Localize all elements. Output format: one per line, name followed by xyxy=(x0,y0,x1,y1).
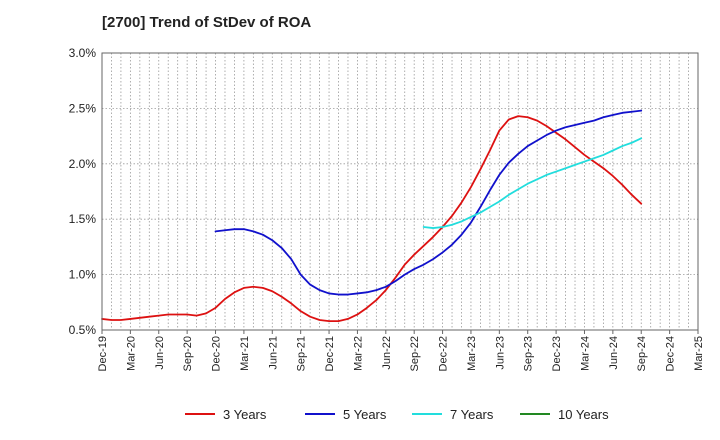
x-tick-label: Mar-20 xyxy=(125,336,137,371)
y-tick-label: 2.5% xyxy=(69,101,97,115)
plot-frame xyxy=(101,52,699,331)
grid-layer xyxy=(102,53,698,330)
legend-label-3-years: 3 Years xyxy=(223,407,267,422)
x-tick-label: Mar-24 xyxy=(579,336,591,371)
x-tick-label: Mar-22 xyxy=(352,336,364,371)
x-tick-label: Mar-25 xyxy=(693,336,705,371)
x-tick-label: Sep-24 xyxy=(636,336,648,371)
y-tick-label: 1.5% xyxy=(69,212,97,226)
x-tick-label: Dec-24 xyxy=(665,336,677,371)
x-tick-label: Mar-23 xyxy=(466,336,478,371)
y-tick-label: 2.0% xyxy=(69,157,97,171)
y-axis: 0.5% 1.0% 1.5% 2.0% 2.5% 3.0% xyxy=(69,46,97,337)
series-line-3-years xyxy=(101,115,643,323)
x-tick-label: Sep-20 xyxy=(182,336,194,371)
series-layer xyxy=(101,109,643,323)
legend-label-10-years: 10 Years xyxy=(558,407,609,422)
chart-title: [2700] Trend of StDev of ROA xyxy=(102,14,312,31)
x-tick-label: Sep-22 xyxy=(409,336,421,371)
legend: 3 Years 5 Years 7 Years 10 Years xyxy=(185,407,609,422)
x-tick-label: Jun-23 xyxy=(494,336,506,370)
x-tick-label: Dec-19 xyxy=(97,336,109,371)
x-tick-label: Dec-20 xyxy=(211,336,223,371)
y-tick-label: 1.0% xyxy=(69,268,97,282)
x-tick-label: Dec-23 xyxy=(551,336,563,371)
x-tick-label: Jun-20 xyxy=(154,336,166,370)
x-tick-label: Sep-21 xyxy=(296,336,308,371)
x-axis: Dec-19 Mar-20 Jun-20 Sep-20 Dec-20 Mar-21 Jun-… xyxy=(97,330,705,371)
x-tick-label: Jun-22 xyxy=(381,336,393,370)
x-tick-label: Mar-21 xyxy=(239,336,251,371)
legend-label-7-years: 7 Years xyxy=(450,407,494,422)
legend-label-5-years: 5 Years xyxy=(343,407,387,422)
y-tick-label: 0.5% xyxy=(69,323,97,337)
series-line-5-years xyxy=(214,109,643,296)
x-tick-label: Jun-24 xyxy=(608,336,620,370)
x-tick-label: Dec-21 xyxy=(324,336,336,371)
series-line-7-years xyxy=(422,137,643,229)
x-tick-label: Sep-23 xyxy=(523,336,535,371)
x-tick-label: Dec-22 xyxy=(438,336,450,371)
x-tick-label: Jun-21 xyxy=(267,336,279,370)
y-tick-label: 3.0% xyxy=(69,46,97,60)
